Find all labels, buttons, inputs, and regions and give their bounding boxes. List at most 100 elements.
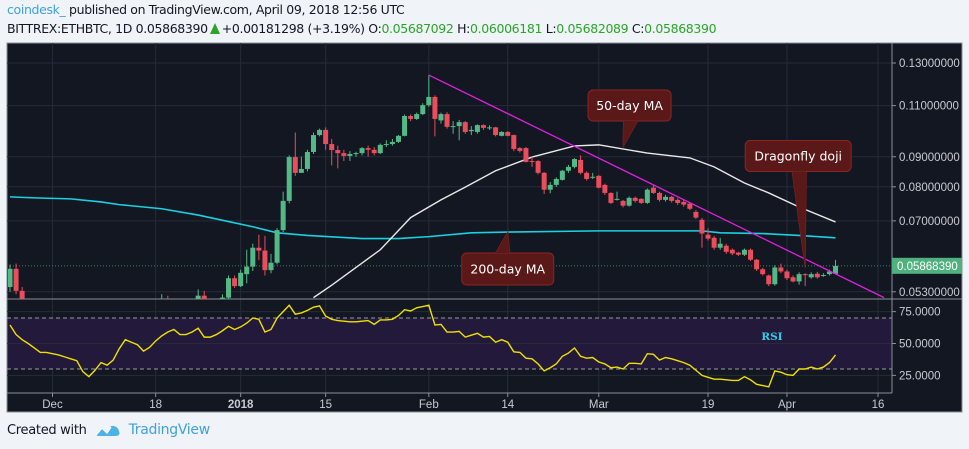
callout-text: 200-day MA <box>470 262 545 277</box>
symbol-name: BITTREX:ETHBTC, 1D <box>7 21 133 36</box>
candle <box>250 243 256 272</box>
candle-body <box>626 197 632 206</box>
candle-body <box>663 196 669 200</box>
candle <box>444 112 450 129</box>
close-value: 0.05868390 <box>644 21 717 36</box>
annotation-callout[interactable]: 200-day MA <box>461 230 555 286</box>
candle <box>790 275 796 283</box>
candle-body <box>784 271 790 279</box>
candle <box>268 253 274 274</box>
price-tick-label: 0.09000000 <box>899 152 960 164</box>
callout-text: 50-day MA <box>596 98 663 113</box>
candle-body <box>335 150 341 154</box>
annotation-callout[interactable]: 50-day MA <box>587 89 672 148</box>
candle <box>535 160 541 175</box>
date-tick-label: 2018 <box>228 399 254 411</box>
candle-body <box>693 211 699 218</box>
candle-body <box>590 176 596 178</box>
rsi-line <box>9 304 837 388</box>
date-tick-label: Feb <box>419 399 439 411</box>
candle-body <box>547 184 553 190</box>
candle-body <box>711 237 717 248</box>
candle-body <box>262 250 268 271</box>
candle-body <box>675 199 681 203</box>
candle-body <box>395 135 401 142</box>
candle <box>796 272 802 285</box>
candle-body <box>256 247 262 251</box>
candle-body <box>402 116 408 136</box>
candle <box>808 272 814 279</box>
candle <box>505 131 511 137</box>
candle <box>232 275 238 288</box>
candle-body <box>468 129 474 132</box>
author-link[interactable]: coindesk_ <box>7 2 66 17</box>
candle <box>778 263 784 274</box>
candle-body <box>426 96 432 106</box>
date-tick-label: 19 <box>702 399 715 411</box>
candle-body <box>735 252 741 255</box>
candle <box>723 243 729 254</box>
candle-body <box>608 192 614 203</box>
candle <box>517 147 523 153</box>
candle <box>656 191 662 202</box>
candle-body <box>796 274 802 282</box>
trendline <box>428 74 885 299</box>
candle <box>711 235 717 250</box>
candle <box>553 177 559 187</box>
candle <box>638 198 644 204</box>
tradingview-cloud-icon[interactable] <box>95 422 121 438</box>
candle <box>167 295 169 299</box>
candle <box>644 188 650 204</box>
candle <box>329 138 335 166</box>
candle <box>408 114 414 122</box>
candle-body <box>565 166 571 171</box>
candle-body <box>766 275 772 285</box>
candle <box>820 273 826 277</box>
candle <box>395 135 401 143</box>
candle-body <box>371 149 377 154</box>
price-change: +0.00181298 (+3.19%) <box>221 21 365 36</box>
candle <box>578 155 584 175</box>
candle <box>669 195 675 203</box>
candle-body <box>420 105 426 115</box>
candle <box>371 147 377 156</box>
date-tick-label: Dec <box>42 399 63 411</box>
candle <box>195 289 201 299</box>
candle-body <box>298 168 304 173</box>
candle-body <box>808 274 814 278</box>
tradingview-link[interactable]: TradingView <box>128 422 211 438</box>
candle <box>541 171 547 194</box>
candle <box>226 275 232 299</box>
candle <box>456 119 462 141</box>
candle <box>238 269 244 288</box>
candle-body <box>226 278 232 298</box>
candle-body <box>329 144 335 151</box>
last-price: 0.05868390 <box>135 21 208 36</box>
candle <box>632 196 638 203</box>
candle <box>474 124 480 134</box>
candle-body <box>219 297 225 299</box>
rsi-tick-label: 75.0000 <box>899 307 941 319</box>
candle <box>323 127 329 150</box>
open-label: O: <box>368 21 382 36</box>
candle-body <box>638 198 644 203</box>
candle-body <box>699 219 705 234</box>
candle-body <box>438 114 444 121</box>
annotation-callout[interactable]: Dragonfly doji <box>744 139 852 268</box>
candle <box>741 248 747 256</box>
last-price-badge <box>892 257 962 274</box>
candle <box>754 258 760 272</box>
candle <box>663 194 669 202</box>
callout-pointer-fill <box>495 232 510 254</box>
candle <box>705 228 711 241</box>
high-value: 0.06006181 <box>470 21 543 36</box>
candle <box>499 131 505 137</box>
candle <box>377 143 383 154</box>
candle <box>462 121 468 134</box>
candle-body <box>741 249 747 255</box>
candle <box>693 210 699 220</box>
candle-body <box>820 275 826 277</box>
candle-body <box>505 131 511 136</box>
publish-text: published on TradingView.com, April 09, … <box>69 2 405 17</box>
